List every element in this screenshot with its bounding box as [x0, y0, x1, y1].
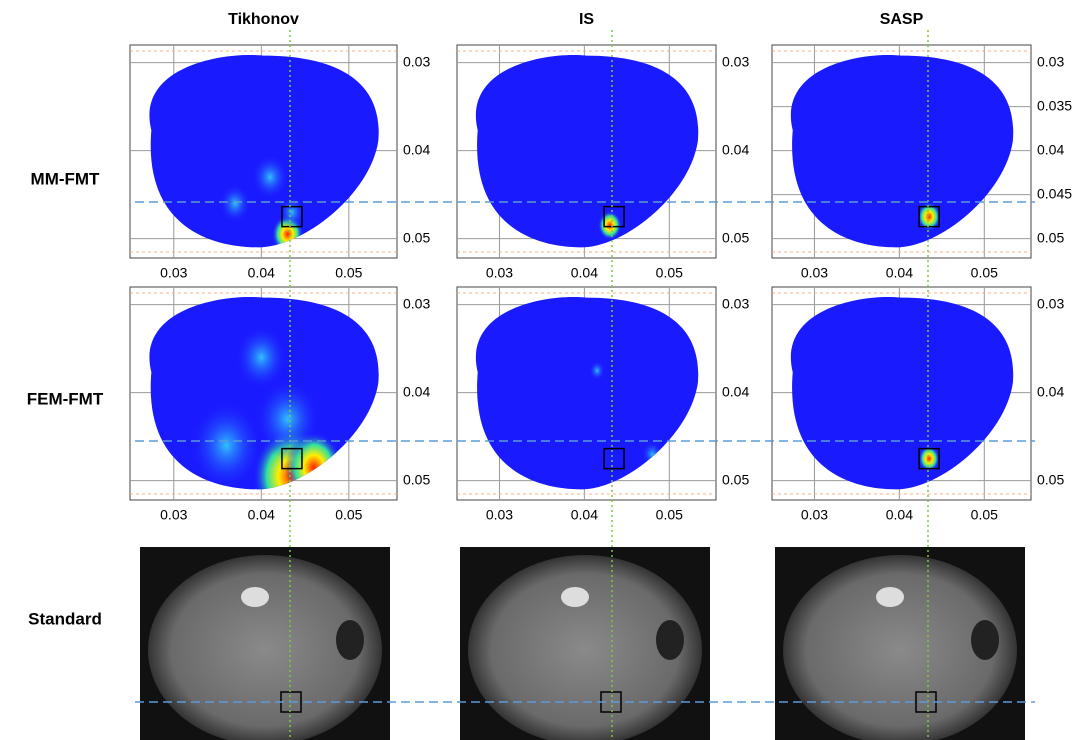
- x-tick-label: 0.05: [335, 265, 362, 281]
- x-tick-label: 0.05: [971, 265, 998, 281]
- column-title: Tikhonov: [228, 11, 299, 28]
- y-tick-label: 0.05: [722, 471, 749, 487]
- y-tick-label: 0.04: [1037, 141, 1064, 157]
- ct-dark: [336, 620, 364, 660]
- ct-dark: [971, 620, 999, 660]
- y-tick-label: 0.04: [403, 141, 430, 157]
- y-tick-label: 0.05: [1037, 229, 1064, 245]
- x-tick-label: 0.03: [486, 507, 513, 523]
- y-tick-label: 0.05: [403, 229, 430, 245]
- hotspot: [252, 155, 288, 200]
- y-tick-label: 0.03: [403, 295, 430, 311]
- x-tick-label: 0.04: [248, 265, 275, 281]
- x-tick-label: 0.04: [248, 507, 275, 523]
- y-tick-label: 0.05: [403, 471, 430, 487]
- x-tick-label: 0.03: [160, 507, 187, 523]
- hotspot: [919, 446, 940, 472]
- y-tick-label: 0.03: [722, 295, 749, 311]
- x-tick-label: 0.04: [886, 507, 913, 523]
- ct-spine: [876, 587, 904, 607]
- column-title: IS: [579, 11, 594, 28]
- hotspot: [255, 379, 320, 459]
- y-tick-label: 0.035: [1037, 97, 1072, 113]
- y-tick-label: 0.05: [722, 229, 749, 245]
- x-tick-label: 0.04: [886, 265, 913, 281]
- x-tick-label: 0.04: [571, 265, 598, 281]
- x-tick-label: 0.04: [571, 507, 598, 523]
- x-tick-label: 0.03: [160, 265, 187, 281]
- ct-spine: [241, 587, 269, 607]
- hotspots: [598, 211, 621, 240]
- hotspots: [919, 446, 940, 472]
- y-tick-label: 0.03: [722, 53, 749, 69]
- row-label: Standard: [28, 609, 102, 628]
- hotspot: [589, 361, 605, 380]
- ct-dark: [656, 620, 684, 660]
- hotspot: [279, 196, 305, 228]
- y-tick-label: 0.04: [403, 383, 430, 399]
- y-tick-label: 0.04: [722, 141, 749, 157]
- y-tick-label: 0.03: [403, 53, 430, 69]
- y-tick-label: 0.03: [1037, 53, 1064, 69]
- x-tick-label: 0.03: [801, 265, 828, 281]
- x-tick-label: 0.05: [656, 507, 683, 523]
- row-label: MM-FMT: [31, 169, 101, 188]
- y-tick-label: 0.04: [1037, 383, 1064, 399]
- x-tick-label: 0.05: [971, 507, 998, 523]
- hotspot: [235, 325, 287, 389]
- column-title: SASP: [880, 11, 924, 28]
- y-tick-label: 0.03: [1037, 295, 1064, 311]
- x-tick-label: 0.05: [335, 507, 362, 523]
- figure: Tikhonov IS SASP MM-FMT FEM-FMT Standard 0.03 0…: [0, 0, 1078, 740]
- y-tick-label: 0.045: [1037, 185, 1072, 201]
- hotspot: [190, 401, 263, 491]
- hotspot: [598, 211, 621, 240]
- hotspot: [219, 184, 250, 222]
- ct-spine: [561, 587, 589, 607]
- x-tick-label: 0.05: [656, 265, 683, 281]
- y-tick-label: 0.05: [1037, 471, 1064, 487]
- x-tick-label: 0.03: [801, 507, 828, 523]
- x-tick-label: 0.03: [486, 265, 513, 281]
- y-tick-label: 0.04: [722, 383, 749, 399]
- row-label: FEM-FMT: [27, 389, 104, 408]
